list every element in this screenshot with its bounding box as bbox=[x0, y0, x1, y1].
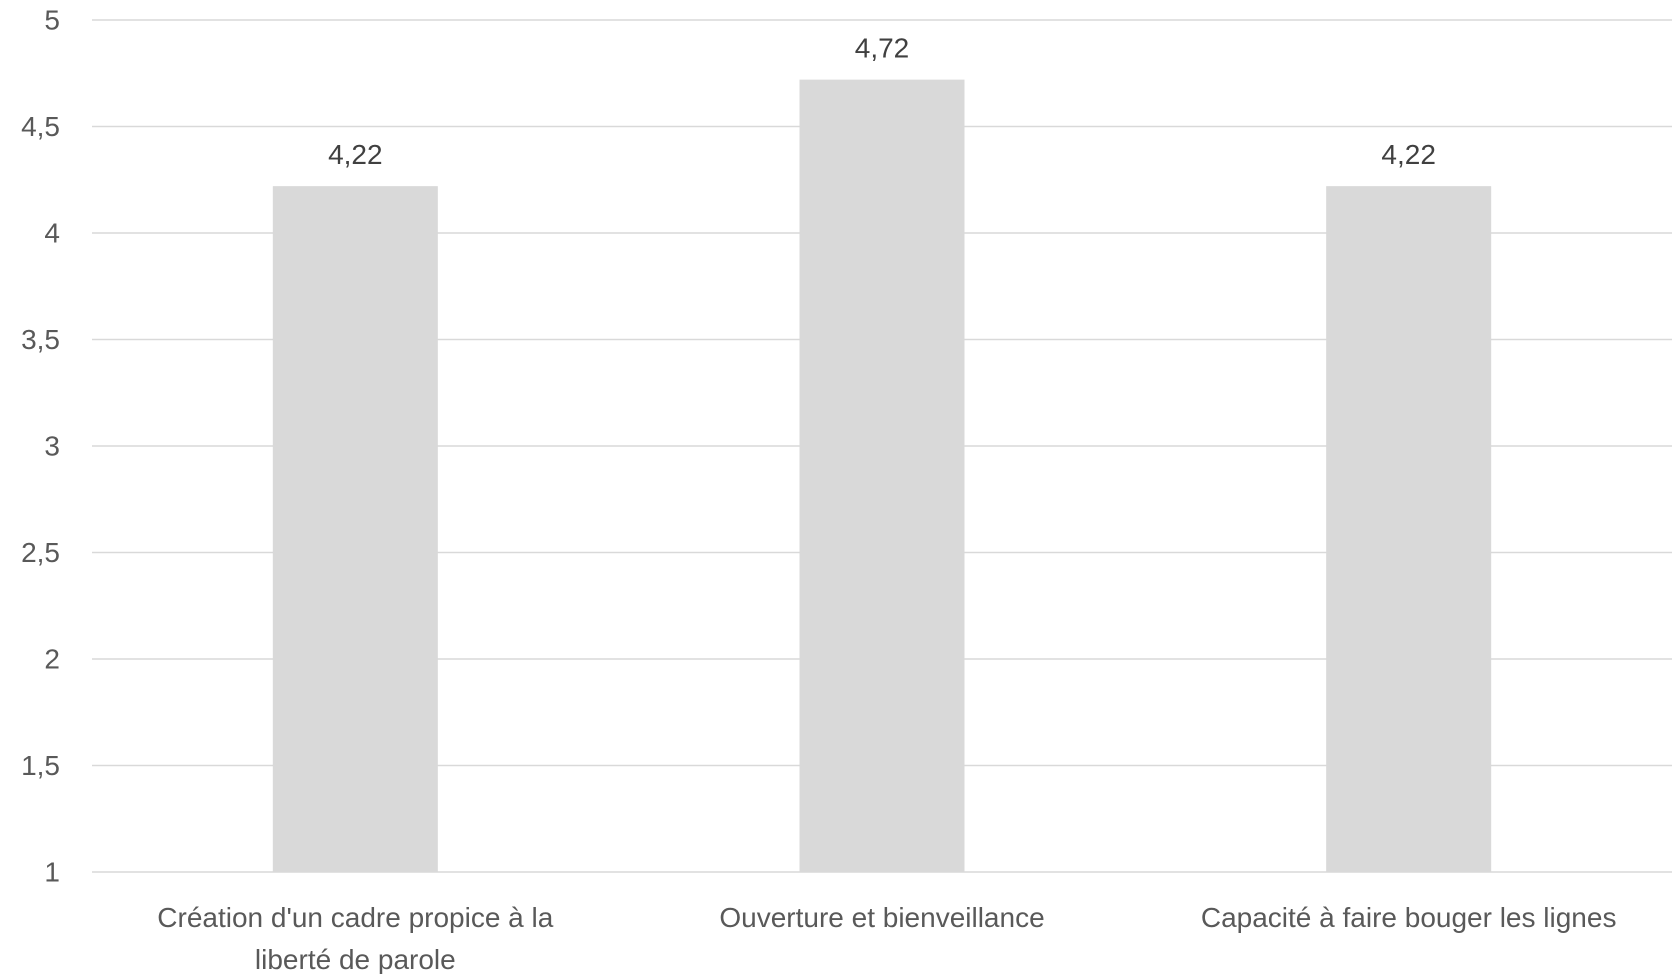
x-category-label: liberté de parole bbox=[255, 944, 456, 974]
y-axis-ticks: 1 1,5 2 2,5 3 3,5 4 4,5 5 bbox=[21, 5, 60, 888]
y-tick-label: 3 bbox=[44, 431, 60, 462]
data-label: 4,72 bbox=[855, 33, 910, 64]
bar bbox=[1326, 186, 1492, 872]
bar bbox=[799, 79, 965, 872]
x-category-label: Capacité à faire bouger les lignes bbox=[1201, 902, 1617, 933]
data-label: 4,22 bbox=[1381, 139, 1436, 170]
x-axis-categories: Création d'un cadre propice à la liberté … bbox=[157, 902, 1616, 974]
y-tick-label: 1,5 bbox=[21, 750, 60, 781]
bar bbox=[272, 186, 438, 872]
data-labels: 4,22 4,72 4,22 bbox=[328, 33, 1436, 171]
y-tick-label: 1 bbox=[44, 857, 60, 888]
y-tick-label: 2,5 bbox=[21, 537, 60, 568]
data-label: 4,22 bbox=[328, 139, 383, 170]
y-tick-label: 5 bbox=[44, 5, 60, 36]
x-category-label: Création d'un cadre propice à la bbox=[157, 902, 553, 933]
y-tick-label: 3,5 bbox=[21, 324, 60, 355]
y-tick-label: 4,5 bbox=[21, 111, 60, 142]
y-tick-label: 4 bbox=[44, 218, 60, 249]
x-category-label: Ouverture et bienveillance bbox=[719, 902, 1044, 933]
y-tick-label: 2 bbox=[44, 644, 60, 675]
bars bbox=[272, 79, 1492, 872]
